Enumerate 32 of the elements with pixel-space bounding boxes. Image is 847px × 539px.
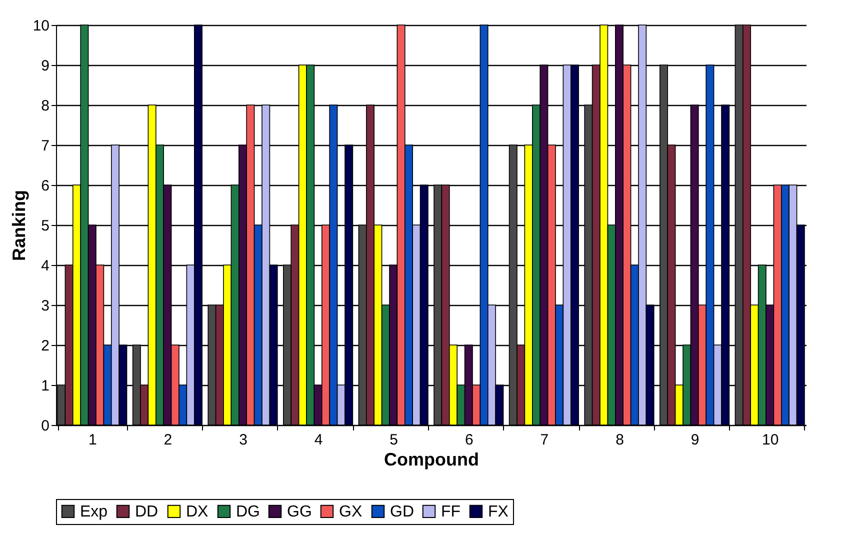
y-axis-title: Ranking bbox=[8, 190, 29, 262]
legend-label: Exp bbox=[80, 503, 108, 520]
y-tick-label: 3 bbox=[41, 298, 50, 314]
y-tick-label: 8 bbox=[41, 98, 50, 114]
x-axis-title: Compound bbox=[384, 450, 479, 470]
y-tick-label: 6 bbox=[41, 178, 50, 194]
x-tick-label: 9 bbox=[690, 432, 700, 448]
y-tick-label: 0 bbox=[41, 418, 50, 434]
x-tick-label: 5 bbox=[390, 432, 398, 448]
y-tick-label: 10 bbox=[32, 18, 50, 34]
legend-label: DG bbox=[236, 503, 260, 520]
x-tick-label: 3 bbox=[239, 432, 248, 448]
legend-label: DX bbox=[186, 503, 209, 520]
y-tick-label: 2 bbox=[41, 338, 50, 354]
x-tick-label: 4 bbox=[314, 432, 323, 448]
y-tick-label: 1 bbox=[41, 378, 50, 394]
legend-label: FF bbox=[441, 503, 461, 520]
y-tick-label: 4 bbox=[41, 258, 50, 274]
y-tick-label: 5 bbox=[41, 218, 50, 234]
legend-label: DD bbox=[135, 503, 158, 520]
legend-label: GD bbox=[390, 503, 414, 520]
x-tick-label: 2 bbox=[164, 432, 172, 448]
x-tick-label: 8 bbox=[616, 432, 624, 448]
y-tick-label: 9 bbox=[41, 58, 50, 74]
legend-label: FX bbox=[488, 503, 509, 520]
x-tick-label: 7 bbox=[540, 432, 549, 448]
y-tick-label: 7 bbox=[41, 138, 50, 154]
legend-label: GG bbox=[287, 503, 312, 520]
x-tick-label: 1 bbox=[88, 432, 97, 448]
x-tick-label: 10 bbox=[762, 432, 779, 448]
x-tick-label: 6 bbox=[464, 432, 474, 448]
legend-label: GX bbox=[339, 503, 362, 520]
